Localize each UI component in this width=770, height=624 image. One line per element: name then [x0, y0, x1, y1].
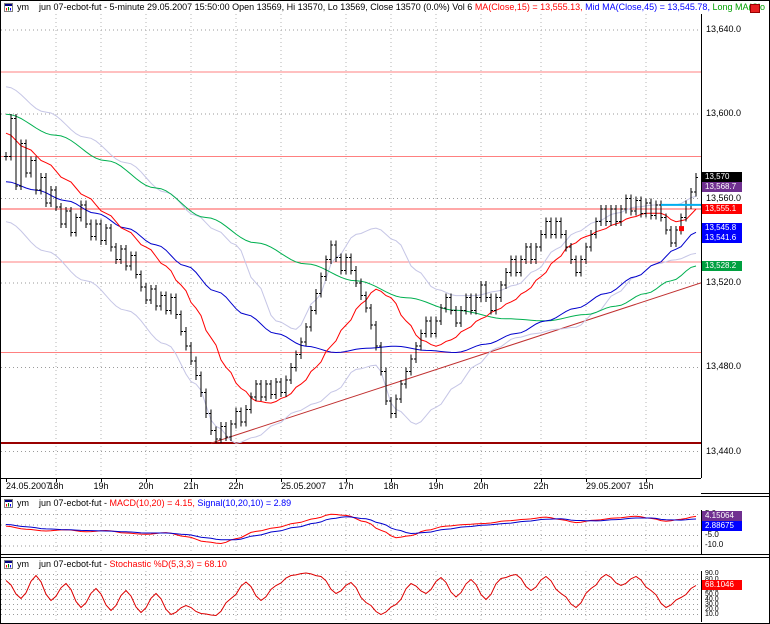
y-axis-label: 30.0	[705, 601, 719, 608]
x-axis-label: 29.05.2007	[586, 481, 632, 491]
x-axis-label: 19h	[93, 481, 109, 491]
y-axis-label: 90.0	[705, 570, 719, 577]
time-tick	[6, 479, 7, 482]
x-axis-label: 24.05.2007	[6, 481, 52, 491]
y-axis-label: 13,480.0	[706, 361, 742, 371]
live-indicator[interactable]	[750, 4, 760, 13]
y-axis-label: 13,560.0	[706, 193, 742, 203]
time-tick	[436, 479, 437, 482]
long-ma-legend: Long MA(Clo	[712, 2, 765, 12]
x-axis-label: 17h	[338, 481, 354, 491]
stochastic-titlebar: ym jun 07-ecbot-fut - Stochastic %D(5,3,…	[1, 558, 769, 571]
chart-panel-icon[interactable]	[4, 560, 13, 569]
time-tick	[346, 479, 347, 482]
stochastic-instrument: jun 07-ecbot-fut -	[39, 559, 110, 569]
y-axis-label: 13,640.0	[706, 24, 742, 34]
y-axis-label: 20.0	[705, 606, 719, 613]
macd-panel: ym jun 07-ecbot-fut - MACD(10,20) = 4.15…	[1, 496, 769, 555]
Signal(10,20,10)	[5, 516, 697, 541]
time-tick	[481, 479, 482, 482]
y-axis-label: 13,520.0	[706, 277, 742, 287]
y-axis-label: 40.0	[705, 596, 719, 603]
axis-value-badge: 13,568.7	[702, 182, 742, 192]
time-tick	[541, 479, 542, 482]
y-axis-label: 50.0	[705, 591, 719, 598]
ma15-line	[5, 132, 697, 404]
axis-value-badge: 4.15064	[702, 511, 742, 521]
x-axis-label: 21h	[183, 481, 199, 491]
x-axis-label: 18h	[383, 481, 399, 491]
time-axis[interactable]: 24.05.2007 18h 19h 20h 21h 22h 25.05.2007 17h 18…	[1, 478, 701, 494]
y-axis-label: -5.0	[705, 530, 719, 539]
time-tick	[236, 479, 237, 482]
price-panel: ym jun 07-ecbot-fut - 5-minute 29.05.200…	[1, 1, 769, 494]
axis-value-badge: 13,570	[702, 172, 742, 182]
band_upper-line	[5, 86, 697, 330]
time-tick	[391, 479, 392, 482]
price-title: jun 07-ecbot-fut - 5-minute 29.05.2007 1…	[39, 2, 475, 12]
axis-value-badge: 13,555.1	[702, 204, 742, 214]
Stochastic %D(5,3,3)	[5, 572, 697, 617]
band_lower-line	[5, 221, 697, 444]
macd-titlebar: ym jun 07-ecbot-fut - MACD(10,20) = 4.15…	[1, 497, 769, 510]
axis-value-badge: 13,528.2	[702, 261, 742, 271]
time-tick	[191, 479, 192, 482]
time-tick	[646, 479, 647, 482]
stochastic-panel: ym jun 07-ecbot-fut - Stochastic %D(5,3,…	[1, 557, 769, 623]
chart-panel-icon[interactable]	[4, 3, 13, 12]
x-axis-label: 18h	[48, 481, 64, 491]
time-tick	[101, 479, 102, 482]
symbol-label: ym	[17, 498, 29, 508]
time-tick	[146, 479, 147, 482]
x-axis-label: 22h	[533, 481, 549, 491]
y-axis-label: 80.0	[705, 576, 719, 583]
x-axis-label: 19h	[428, 481, 444, 491]
axis-value-badge: 68.1046	[702, 580, 742, 590]
macd-instrument: jun 07-ecbot-fut -	[39, 498, 110, 508]
y-axis-label: 13,600.0	[706, 108, 742, 118]
x-axis-label: 20h	[473, 481, 489, 491]
y-axis-label: 13,440.0	[706, 446, 742, 456]
stochastic-plot[interactable]	[1, 571, 701, 622]
signal-dot-marker	[679, 226, 684, 232]
stochastic-y-axis[interactable]: 90.080.070.060.050.040.030.020.010.068.1…	[701, 570, 769, 622]
macd-plot[interactable]	[1, 510, 701, 554]
symbol-label: ym	[17, 2, 29, 12]
x-axis-label: 25.05.2007	[281, 481, 327, 491]
axis-value-badge: 2.88675	[702, 521, 742, 531]
axis-value-badge: 13,541.6	[702, 233, 742, 243]
time-tick	[586, 479, 587, 482]
y-axis-label: 10.0	[705, 611, 719, 618]
x-axis-label: 22h	[228, 481, 244, 491]
ma15-legend: MA(Close,15) = 13,555.13,	[474, 2, 586, 12]
time-tick	[56, 479, 57, 482]
ma45-legend: Mid MA(Close,45) = 13,545.78,	[585, 2, 713, 12]
x-axis-label: 20h	[138, 481, 154, 491]
ma_long-line	[5, 113, 697, 322]
trendline	[210, 282, 701, 444]
price-bars	[4, 114, 698, 444]
signal-legend: Signal(10,20,10) = 2.89	[197, 498, 292, 508]
x-axis-label: 15h	[638, 481, 654, 491]
stochastic-legend: Stochastic %D(5,3,3) = 68.10	[109, 559, 227, 569]
price-plot[interactable]	[1, 14, 701, 478]
y-axis-label: -10.0	[705, 540, 724, 549]
price-y-axis[interactable]: 13,640.0 13,600.0 13,560.0 13,520.0 13,480.0…	[701, 14, 769, 478]
axis-value-badge: 13,545.8	[702, 223, 742, 233]
price-titlebar: ym jun 07-ecbot-fut - 5-minute 29.05.200…	[1, 1, 769, 14]
time-tick	[281, 479, 282, 482]
chart-panel-icon[interactable]	[4, 499, 13, 508]
symbol-label: ym	[17, 559, 29, 569]
MACD(10,20)	[5, 513, 697, 545]
macd-legend: MACD(10,20) = 4.15,	[109, 498, 198, 508]
